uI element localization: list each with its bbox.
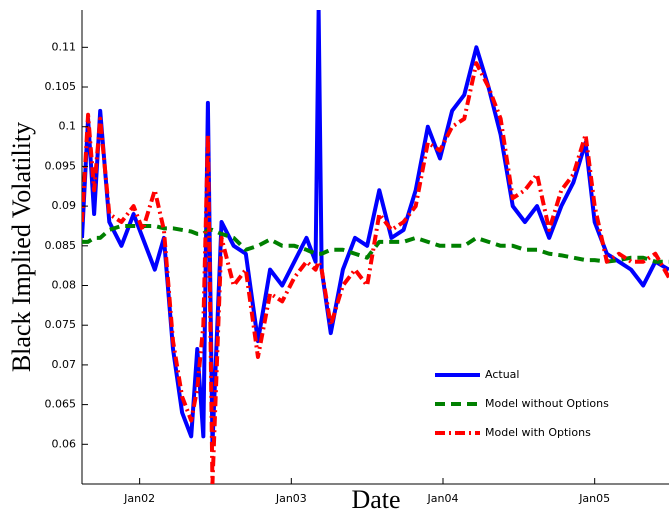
legend-label: Model without Options: [485, 397, 609, 410]
y-tick-label: 0.095: [45, 159, 77, 172]
series-line: [82, 10, 669, 447]
y-tick-label: 0.075: [45, 318, 77, 331]
y-tick-label: 0.07: [52, 358, 77, 371]
plot-area: [82, 10, 669, 484]
y-tick-label: 0.06: [52, 437, 77, 450]
y-axis-label: Black Implied Volatility: [7, 122, 36, 372]
x-axis-label: Date: [351, 485, 400, 514]
x-tick-label: Jan03: [275, 492, 307, 505]
y-tick-label: 0.085: [45, 239, 77, 252]
x-tick-label: Jan04: [427, 492, 459, 505]
y-tick-label: 0.08: [52, 279, 77, 292]
y-tick-label: 0.105: [45, 80, 77, 93]
y-tick-label: 0.065: [45, 398, 77, 411]
y-tick-label: 0.11: [52, 40, 77, 53]
series-line: [82, 61, 669, 484]
x-tick-label: Jan05: [578, 492, 610, 505]
y-tick-label: 0.1: [59, 120, 77, 133]
legend-label: Actual: [485, 368, 519, 381]
legend-label: Model with Options: [485, 426, 591, 439]
y-tick-label: 0.09: [52, 199, 77, 212]
x-tick-label: Jan02: [123, 492, 155, 505]
